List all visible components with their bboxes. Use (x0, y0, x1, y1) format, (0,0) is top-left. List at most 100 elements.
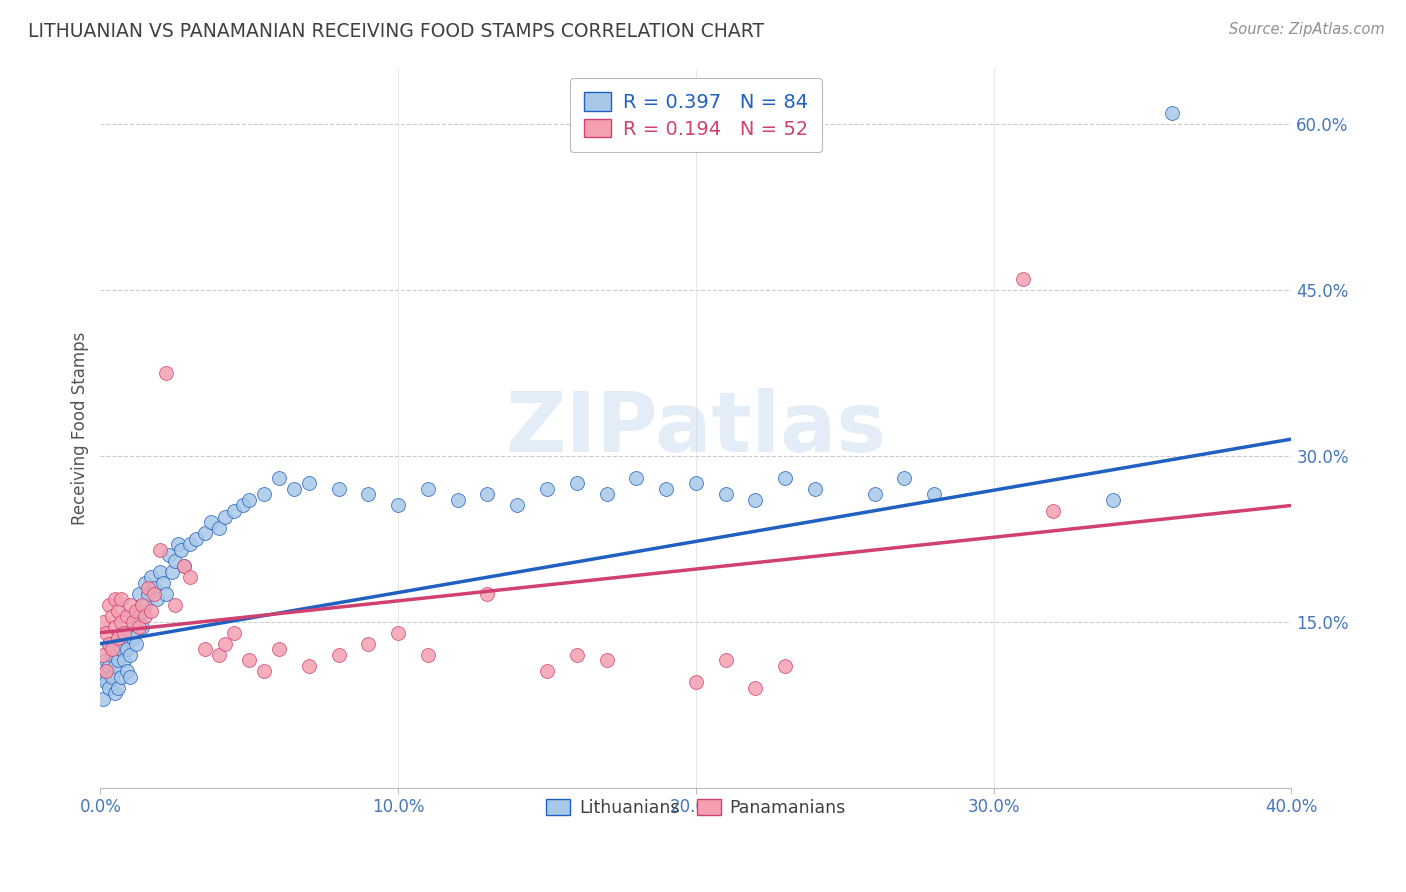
Point (136, 587, 159, 601)
Point (173, 559, 195, 574)
Point (416, 648, 439, 662)
Point (142, 587, 165, 601)
Point (96, 653, 118, 667)
Point (98, 637, 121, 651)
Point (357, 487, 380, 501)
Point (685, 675, 707, 690)
Point (98, 681, 121, 695)
Point (139, 570, 162, 584)
Point (98, 658, 121, 673)
Point (208, 520, 231, 534)
Point (96, 625, 118, 640)
Point (91, 615, 114, 629)
Point (536, 665, 558, 679)
Point (104, 686, 127, 700)
Point (232, 499, 254, 513)
Point (120, 648, 142, 662)
Point (134, 609, 156, 624)
Point (107, 653, 129, 667)
Point (96, 665, 118, 679)
Point (96, 675, 118, 690)
Point (166, 537, 188, 551)
Point (214, 637, 236, 651)
Point (565, 648, 588, 662)
Point (163, 554, 186, 568)
Text: Source: ZipAtlas.com: Source: ZipAtlas.com (1229, 22, 1385, 37)
Point (194, 642, 217, 657)
Point (112, 631, 135, 645)
Point (125, 603, 148, 617)
Point (387, 499, 409, 513)
Point (131, 598, 153, 612)
Point (179, 537, 201, 551)
Point (131, 620, 153, 634)
Point (98, 598, 121, 612)
Point (238, 653, 260, 667)
Point (107, 637, 129, 651)
Point (134, 598, 156, 612)
Point (298, 476, 321, 491)
Point (214, 509, 236, 524)
Point (128, 587, 150, 601)
Point (626, 471, 648, 485)
Point (125, 637, 148, 651)
Point (714, 653, 737, 667)
Point (1101, 492, 1123, 507)
Point (110, 615, 132, 629)
Point (104, 592, 127, 607)
Point (685, 476, 707, 491)
Point (477, 487, 499, 501)
Point (115, 609, 138, 624)
Point (536, 482, 558, 496)
Point (104, 642, 127, 657)
Point (134, 575, 156, 590)
Point (208, 648, 231, 662)
Point (922, 487, 945, 501)
Text: ZIPatlas: ZIPatlas (505, 387, 886, 468)
Point (110, 625, 132, 640)
Point (194, 526, 217, 541)
Point (238, 492, 260, 507)
Point (773, 658, 796, 673)
Point (115, 665, 138, 679)
Point (714, 487, 737, 501)
Point (1042, 504, 1064, 518)
Point (160, 565, 183, 579)
Point (146, 592, 169, 607)
Point (267, 471, 290, 485)
Point (224, 625, 246, 640)
Point (387, 625, 409, 640)
Point (91, 692, 114, 706)
Point (565, 476, 588, 491)
Point (863, 487, 886, 501)
Point (298, 658, 321, 673)
Point (157, 548, 180, 562)
Point (477, 587, 499, 601)
Legend: Lithuanians, Panamanians: Lithuanians, Panamanians (537, 790, 855, 826)
Point (101, 648, 124, 662)
Point (773, 471, 796, 485)
Point (283, 482, 305, 496)
Point (112, 625, 135, 640)
Y-axis label: Receiving Food Stamps: Receiving Food Stamps (72, 331, 89, 524)
Point (595, 653, 617, 667)
Point (184, 532, 207, 546)
Point (253, 487, 276, 501)
Point (149, 542, 172, 557)
Point (655, 482, 678, 496)
Text: LITHUANIAN VS PANAMANIAN RECEIVING FOOD STAMPS CORRELATION CHART: LITHUANIAN VS PANAMANIAN RECEIVING FOOD … (28, 22, 765, 41)
Point (128, 609, 150, 624)
Point (173, 559, 195, 574)
Point (110, 670, 132, 684)
Point (101, 670, 124, 684)
Point (163, 598, 186, 612)
Point (110, 642, 132, 657)
Point (110, 592, 132, 607)
Point (91, 648, 114, 662)
Point (122, 615, 145, 629)
Point (200, 515, 222, 529)
Point (328, 648, 350, 662)
Point (104, 620, 127, 634)
Point (267, 642, 290, 657)
Point (155, 366, 177, 380)
